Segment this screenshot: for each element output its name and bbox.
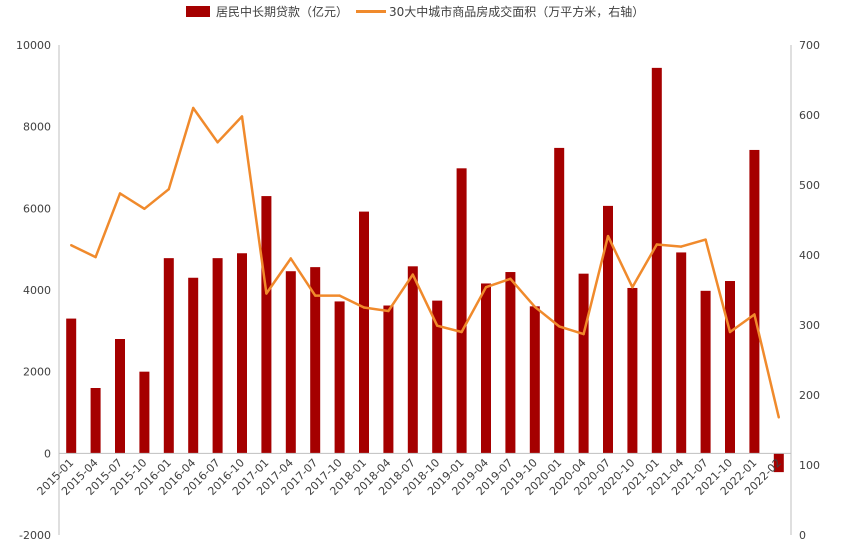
line-point [558, 325, 561, 328]
line-point [484, 286, 488, 289]
line-point [70, 244, 73, 247]
line-point [314, 294, 317, 297]
bar [578, 273, 589, 454]
line-point [338, 294, 341, 297]
bar [432, 300, 443, 454]
line-point [167, 188, 170, 191]
line-point [680, 245, 683, 248]
line-point [606, 234, 610, 238]
line-point [240, 115, 244, 118]
bar [773, 453, 784, 473]
line-point [704, 238, 707, 241]
line-point [94, 255, 97, 259]
bar [334, 301, 345, 454]
left-tick-label: -2000 [19, 529, 51, 542]
right-tick-label: 100 [799, 459, 820, 472]
bar [603, 205, 613, 454]
left-tick-label: 4000 [23, 284, 51, 297]
line-series-path [70, 106, 781, 418]
line-point [753, 313, 756, 316]
bar [285, 271, 296, 454]
line-point [192, 106, 195, 110]
right-tick-label: 500 [799, 179, 820, 192]
x-axis: 2015-012015-042015-072015-102016-012016-… [35, 452, 791, 498]
right-tick-label: 200 [799, 389, 820, 402]
bar [115, 339, 125, 454]
line-point [460, 330, 463, 334]
bar [359, 211, 369, 454]
line-point [631, 286, 634, 289]
line-point [265, 292, 268, 295]
bar [627, 287, 638, 454]
right-tick-label: 0 [799, 529, 806, 542]
bar [163, 258, 174, 454]
right-tick-label: 700 [799, 39, 820, 52]
legend: 居民中长期贷款（亿元） 30大中城市商品房成交面积（万平方米，右轴） [186, 4, 644, 19]
left-y-axis: -2000 0 2000 4000 6000 8000 10000 [16, 39, 60, 542]
bar [188, 277, 199, 454]
line-point [387, 309, 390, 313]
right-tick-label: 600 [799, 109, 820, 122]
bar [505, 272, 516, 454]
legend-label-loans: 居民中长期贷款（亿元） [216, 4, 348, 19]
bar [383, 305, 394, 454]
left-tick-label: 0 [44, 447, 51, 460]
line-point [362, 306, 366, 309]
legend-label-sales: 30大中城市商品房成交面积（万平方米，右轴） [389, 4, 644, 19]
bar [66, 318, 77, 454]
bar [139, 371, 150, 454]
line-point [728, 330, 732, 334]
bar [310, 267, 321, 454]
bar [407, 266, 418, 454]
left-tick-label: 6000 [23, 202, 51, 215]
bar [676, 252, 687, 454]
line-point [436, 324, 439, 327]
bar [529, 306, 540, 454]
bar [749, 149, 760, 454]
legend-swatch-loans [186, 6, 210, 17]
right-tick-label: 300 [799, 319, 820, 332]
left-tick-label: 8000 [23, 121, 51, 134]
line-point [216, 141, 219, 144]
bar [481, 283, 491, 454]
loan-bars [66, 67, 784, 473]
bar [725, 281, 735, 454]
line-point [582, 332, 585, 336]
bar [456, 168, 467, 454]
bar [237, 253, 247, 454]
line-point [509, 277, 512, 280]
sales-line [70, 106, 781, 419]
bar [90, 388, 101, 454]
bar [261, 196, 272, 454]
line-point [777, 416, 780, 419]
left-tick-label: 2000 [23, 366, 51, 379]
right-tick-label: 400 [799, 249, 820, 262]
line-point [533, 305, 536, 308]
line-point [289, 257, 292, 260]
line-point [411, 273, 414, 276]
line-point [143, 207, 146, 210]
line-point [655, 243, 658, 246]
bar [700, 290, 711, 454]
bar [554, 147, 565, 454]
line-point [118, 192, 122, 195]
right-y-axis: 0 100 200 300 400 500 600 700 [790, 39, 820, 542]
left-tick-label: 10000 [16, 39, 51, 52]
bar [651, 67, 662, 454]
bar [212, 258, 223, 454]
